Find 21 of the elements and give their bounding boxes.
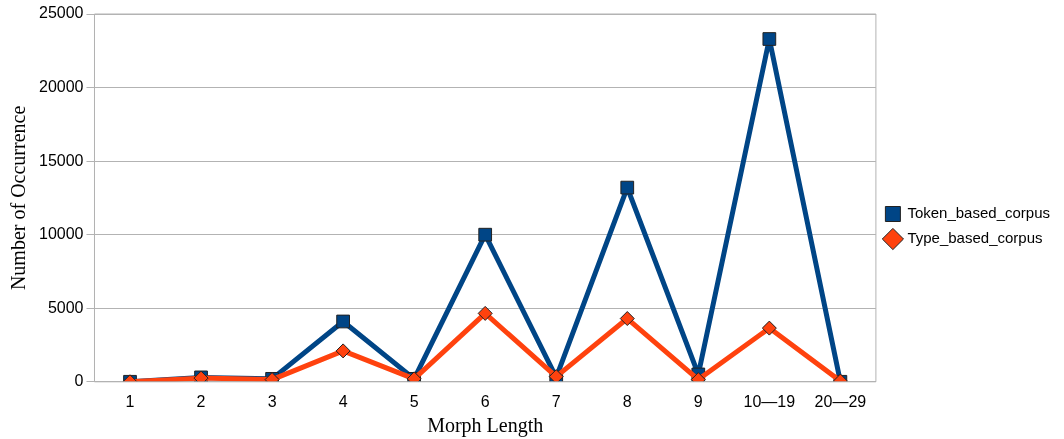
x-tick-label: 3: [267, 392, 277, 410]
x-tick-label: 6: [480, 392, 490, 410]
x-tick-label: 8: [622, 392, 632, 410]
x-tick-label: 10—19: [743, 392, 796, 410]
y-tick-label: 25000: [38, 4, 84, 22]
x-tick-label: 9: [693, 392, 703, 410]
x-tick-label: 2: [196, 392, 206, 410]
legend-label: Type_based_corpus: [907, 229, 1043, 247]
x-tick-label: 4: [338, 392, 348, 410]
y-tick-label: 10000: [38, 225, 84, 243]
y-tick-label: 0: [74, 372, 84, 390]
y-tick-label: 20000: [38, 77, 84, 95]
y-tick-label: 15000: [38, 151, 84, 169]
x-tick-label: 5: [409, 392, 419, 410]
y-tick-label: 5000: [47, 298, 84, 316]
x-axis-title: Morph Length: [427, 414, 544, 438]
x-tick-label: 20—29: [814, 392, 867, 410]
y-axis-title: Number of Occurrence: [7, 105, 30, 291]
x-tick-label: 7: [551, 392, 561, 410]
legend-label: Token_based_corpus: [907, 204, 1051, 222]
x-tick-label: 1: [125, 392, 135, 410]
